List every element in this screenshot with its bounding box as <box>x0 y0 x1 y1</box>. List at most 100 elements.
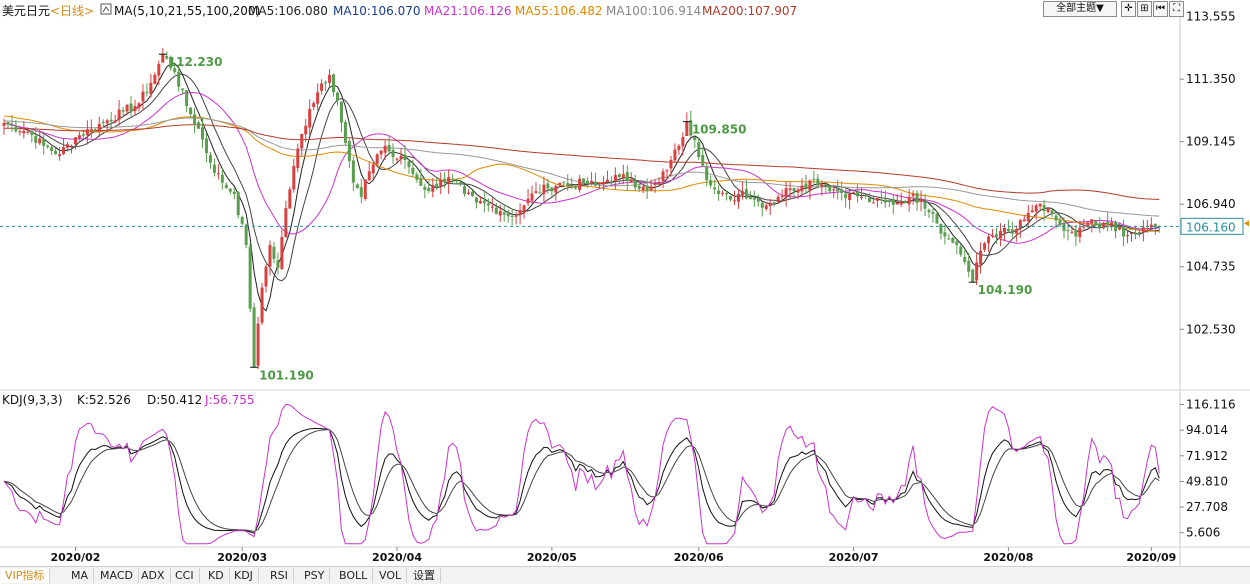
tab-rsi[interactable]: RSI <box>265 568 294 583</box>
tab-psy[interactable]: PSY <box>299 568 331 583</box>
candle-body <box>300 133 304 149</box>
kdj-d-line <box>3 429 1160 533</box>
indicator-tab-bar: VIP指标 MA MACD ADX CCI KD KDJ RSI PSY BOL… <box>0 566 1250 584</box>
tab-vip-indicators[interactable]: VIP指标 <box>0 568 51 583</box>
candle-body <box>466 192 470 195</box>
candle-body <box>963 256 967 263</box>
tab-kd[interactable]: KD <box>203 568 230 583</box>
candle-body <box>621 173 625 178</box>
candle-body <box>721 192 725 194</box>
candle-body <box>522 205 526 213</box>
candle-body <box>598 182 601 185</box>
candle-body <box>871 202 875 204</box>
tab-boll[interactable]: BOLL <box>334 568 374 583</box>
candle-body <box>173 68 177 73</box>
candle-body <box>772 201 776 203</box>
candle-body <box>534 191 538 193</box>
zoom-in-icon[interactable]: ⊞ <box>1137 1 1152 17</box>
candle-body <box>979 250 983 265</box>
candle-body <box>1106 221 1110 225</box>
tab-vol[interactable]: VOL <box>374 568 408 583</box>
candle-body <box>883 199 887 203</box>
candle-body <box>832 189 836 191</box>
candle-body <box>415 174 419 180</box>
candle-body <box>62 147 66 155</box>
ma-toggle-icon[interactable] <box>100 3 112 15</box>
candle-body <box>788 188 792 191</box>
ma21-value: MA21:106.126 <box>424 4 512 18</box>
candle-body <box>50 147 54 151</box>
candle-body <box>411 167 415 174</box>
candle-body <box>101 121 105 123</box>
candle-body <box>1082 226 1086 228</box>
candle-body <box>6 122 10 125</box>
candle-body <box>732 200 736 202</box>
candle-body <box>987 236 991 244</box>
candle-body <box>308 108 312 128</box>
step-back-icon[interactable]: ⏮ <box>1153 1 1168 17</box>
tab-settings[interactable]: 设置 <box>408 568 441 583</box>
candle-body <box>816 178 820 186</box>
tab-cci[interactable]: CCI <box>170 568 200 583</box>
candle-body <box>1006 228 1010 232</box>
kdj-k-line <box>3 428 1160 534</box>
candle-body <box>212 164 216 173</box>
candle-body <box>34 135 38 143</box>
candle-body <box>558 182 562 186</box>
kdj-j-value: J:56.755 <box>204 393 255 407</box>
candle-body <box>744 189 748 199</box>
candle-body <box>514 215 518 217</box>
candle-body <box>768 203 772 207</box>
candle-body <box>848 194 852 200</box>
candle-body <box>879 199 883 201</box>
candle-body <box>697 142 701 158</box>
ma-200-line <box>3 124 1160 200</box>
period-label[interactable]: <日线> <box>50 4 94 18</box>
candle-body <box>1062 223 1066 231</box>
candle-body <box>1074 229 1078 237</box>
tab-ma[interactable]: MA <box>66 568 95 583</box>
candle-body <box>562 182 566 184</box>
candle-body <box>232 191 236 194</box>
candle-body <box>30 130 34 136</box>
tab-kdj[interactable]: KDJ <box>229 568 259 583</box>
candle-body <box>470 191 474 197</box>
candle-body <box>93 129 97 131</box>
candle-body <box>931 212 935 214</box>
candle-body <box>347 141 351 162</box>
candle-body <box>657 182 661 185</box>
candle-body <box>804 183 808 189</box>
fullscreen-icon[interactable]: ⛶ <box>1169 1 1184 17</box>
candle-body <box>395 158 399 160</box>
candle-body <box>383 145 387 153</box>
theme-dropdown-button[interactable]: 全部主题▼ <box>1043 1 1117 17</box>
candle-body <box>554 185 558 193</box>
candle-body <box>185 90 189 107</box>
candle-body <box>578 178 582 190</box>
tab-macd[interactable]: MACD <box>95 568 139 583</box>
candle-body <box>705 166 709 181</box>
candle-body <box>137 103 141 108</box>
candle-body <box>85 129 89 136</box>
crosshair-icon[interactable]: ✛ <box>1121 1 1136 17</box>
candle-body <box>836 189 840 192</box>
tab-adx[interactable]: ADX <box>136 568 171 583</box>
candle-body <box>601 182 605 185</box>
candle-body <box>252 307 256 368</box>
ma-55-line <box>3 115 1160 232</box>
candle-body <box>1066 229 1070 231</box>
extreme-label: 109.850 <box>692 123 747 137</box>
candle-body <box>649 186 653 191</box>
candle-body <box>701 155 705 166</box>
candle-body <box>677 145 681 150</box>
candle-body <box>609 181 613 183</box>
candle-body <box>669 159 673 169</box>
candle-body <box>689 120 693 136</box>
candle-body <box>863 195 867 197</box>
candle-body <box>26 131 30 133</box>
time-axis-label: 2020/05 <box>527 551 577 564</box>
candle-body <box>808 180 812 191</box>
candle-body <box>947 238 951 240</box>
candle-body <box>419 178 423 186</box>
candle-body <box>145 91 149 93</box>
